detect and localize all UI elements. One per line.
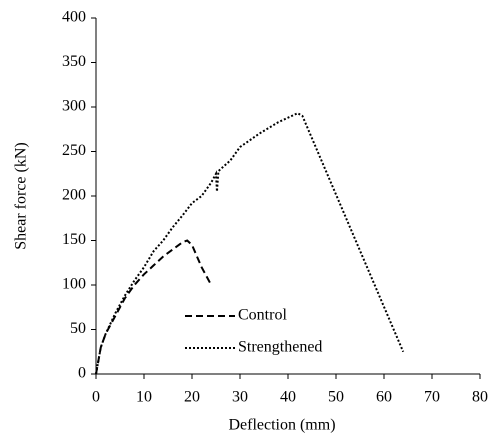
y-tick-label: 400	[62, 9, 86, 26]
y-tick-label: 50	[70, 320, 86, 337]
x-tick-label: 80	[472, 389, 488, 406]
x-tick-label: 70	[424, 389, 440, 406]
y-tick-label: 300	[62, 98, 86, 115]
x-tick-label: 30	[232, 389, 248, 406]
x-tick-label: 10	[136, 389, 152, 406]
x-tick-label: 60	[376, 389, 392, 406]
y-axis-label: Shear force (kN)	[13, 142, 30, 250]
y-tick-label: 100	[62, 276, 86, 293]
y-tick-label: 350	[62, 53, 86, 70]
y-tick-label: 150	[62, 231, 86, 248]
y-tick-label: 250	[62, 142, 86, 159]
y-tick-label: 0	[78, 365, 86, 382]
x-tick-label: 0	[92, 389, 100, 406]
series-line	[95, 112, 405, 375]
y-tick-label: 200	[62, 187, 86, 204]
x-tick-label: 20	[184, 389, 200, 406]
legend-label: Control	[238, 307, 287, 324]
series-line	[95, 239, 213, 375]
x-axis-label: Deflection (mm)	[228, 417, 335, 434]
legend-label: Strengthened	[238, 339, 322, 356]
x-tick-label: 40	[280, 389, 296, 406]
x-tick-label: 50	[328, 389, 344, 406]
